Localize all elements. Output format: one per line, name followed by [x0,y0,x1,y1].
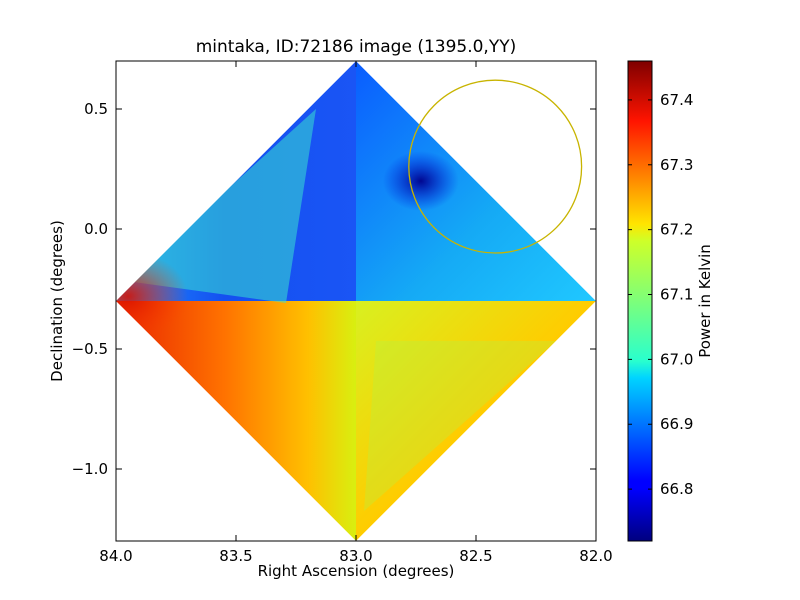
colorbar-tick-label: 67.1 [660,286,693,304]
colorbar-tick-label: 67.2 [660,221,693,239]
heat-region-south [356,301,596,541]
annotation-circle [408,79,583,254]
x-tick-label: 83.0 [339,547,372,565]
heat-transition-band [364,341,556,511]
x-tick-label: 84.0 [99,547,132,565]
colorbar-tick-label: 66.9 [660,415,693,433]
colorbar-tick-label: 67.4 [660,91,693,109]
heatmap-layer [116,61,596,541]
colorbar [627,60,653,542]
colorbar-label: Power in Kelvin [696,244,714,358]
colorbar-tick-label: 67.3 [660,156,693,174]
y-tick-label: −1.0 [72,460,108,478]
heat-region-east [116,301,356,541]
colorbar-ticks: 66.8 66.9 67.0 67.1 67.2 67.3 67.4 [628,91,693,498]
x-axis: 84.0 83.5 83.0 82.5 82.0 [99,61,613,565]
y-axis: 0.5 0.0 −0.5 −1.0 [72,100,596,478]
x-axis-label: Right Ascension (degrees) [258,562,455,580]
y-axis-label: Declination (degrees) [48,220,66,382]
x-tick-label: 82.0 [579,547,612,565]
chart-title: mintaka, ID:72186 image (1395.0,YY) [196,37,517,57]
colorbar-tick-label: 67.0 [660,350,693,368]
minimum-hotspot [382,151,459,211]
heat-transition-band [126,109,316,303]
maximum-hotspot [116,251,188,342]
x-tick-label: 83.5 [219,547,252,565]
colorbar-tick-label: 66.8 [660,480,693,498]
x-tick-label: 82.5 [459,547,492,565]
y-tick-label: 0.0 [84,220,108,238]
annotation-layer [408,79,583,254]
heat-region-west [356,61,596,301]
y-tick-label: −0.5 [72,340,108,358]
y-tick-label: 0.5 [84,100,108,118]
